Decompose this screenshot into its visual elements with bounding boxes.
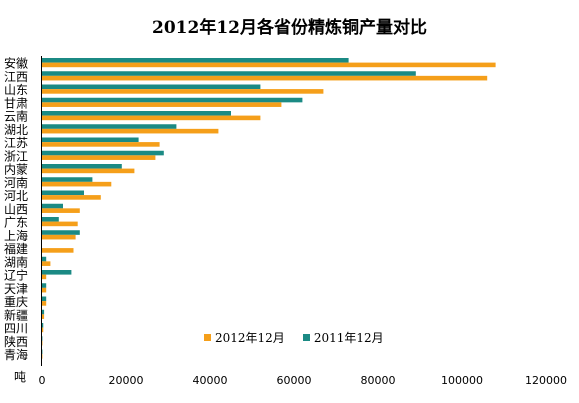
bar-湖北-2012 bbox=[42, 128, 219, 134]
bar-河南-2011 bbox=[42, 177, 93, 182]
category-label: 甘肃 bbox=[4, 96, 28, 110]
bar-天津-2011 bbox=[42, 283, 47, 288]
bar-江苏-2011 bbox=[42, 137, 139, 143]
bar-上海-2012 bbox=[42, 234, 76, 240]
bar-四川-2012 bbox=[42, 327, 44, 333]
bar-内蒙-2011 bbox=[42, 164, 122, 169]
bar-天津-2012 bbox=[42, 287, 47, 293]
x-axis-unit-label: 吨 bbox=[14, 370, 27, 384]
category-label: 陕西 bbox=[4, 334, 28, 349]
category-label: 浙江 bbox=[4, 149, 28, 163]
bar-辽宁-2011 bbox=[42, 270, 72, 275]
category-label: 广东 bbox=[4, 216, 28, 230]
legend-swatch-2012 bbox=[204, 334, 211, 341]
bar-江苏-2012 bbox=[42, 142, 160, 147]
legend-label-2012: 2012年12月 bbox=[215, 331, 285, 345]
category-label: 青海 bbox=[4, 347, 28, 362]
bar-新疆-2012 bbox=[42, 314, 45, 319]
category-label: 江西 bbox=[4, 70, 28, 84]
x-tick-label: 100000 bbox=[441, 374, 483, 387]
legend-label-2011: 2011年12月 bbox=[313, 331, 384, 345]
bar-云南-2011 bbox=[42, 111, 231, 116]
bar-上海-2011 bbox=[42, 230, 80, 235]
bar-重庆-2012 bbox=[42, 301, 47, 306]
bar-浙江-2011 bbox=[42, 150, 164, 156]
bar-湖北-2011 bbox=[42, 124, 177, 129]
category-label: 天津 bbox=[4, 282, 28, 296]
bar-江西-2012 bbox=[42, 75, 488, 81]
legend-swatch-2011 bbox=[302, 334, 310, 341]
x-tick-label: 80000 bbox=[361, 374, 396, 387]
bar-甘肃-2011 bbox=[42, 97, 303, 103]
x-tick-label: 60000 bbox=[277, 374, 312, 387]
bar-山西-2011 bbox=[42, 203, 63, 209]
category-label: 湖北 bbox=[4, 122, 28, 137]
bar-福建-2012 bbox=[42, 248, 74, 253]
x-tick-label: 20000 bbox=[109, 374, 144, 387]
bar-安徽-2011 bbox=[42, 58, 349, 63]
category-label: 新疆 bbox=[4, 307, 28, 322]
bar-四川-2011 bbox=[42, 323, 44, 328]
bar-山东-2011 bbox=[42, 84, 261, 90]
category-label: 四川 bbox=[4, 322, 28, 336]
bar-河南-2012 bbox=[42, 181, 112, 187]
bar-河北-2012 bbox=[42, 195, 101, 200]
bar-广东-2012 bbox=[42, 221, 78, 227]
category-label: 江苏 bbox=[4, 136, 28, 150]
x-tick-label: 0 bbox=[39, 374, 46, 387]
bar-新疆-2011 bbox=[42, 309, 45, 315]
bar-浙江-2012 bbox=[42, 155, 156, 160]
category-label: 河南 bbox=[4, 175, 28, 190]
category-label: 河北 bbox=[4, 189, 28, 203]
x-tick-label: 120000 bbox=[525, 374, 567, 387]
x-tick-label: 40000 bbox=[193, 374, 228, 387]
bar-湖南-2012 bbox=[42, 261, 51, 266]
bar-甘肃-2012 bbox=[42, 102, 282, 107]
legend-item-2012: 2012年12月 bbox=[204, 329, 285, 346]
legend-item-2011: 2011年12月 bbox=[302, 329, 384, 346]
category-label: 辽宁 bbox=[4, 268, 28, 283]
bar-河北-2011 bbox=[42, 190, 84, 196]
legend: 2012年12月 2011年12月 bbox=[204, 329, 396, 346]
bar-重庆-2011 bbox=[42, 296, 47, 302]
bar-广东-2011 bbox=[42, 217, 59, 222]
bar-江西-2011 bbox=[42, 71, 416, 76]
category-label: 湖南 bbox=[4, 254, 28, 269]
category-label: 上海 bbox=[4, 228, 28, 243]
bar-云南-2012 bbox=[42, 115, 261, 121]
bar-山西-2012 bbox=[42, 208, 80, 213]
bar-山东-2012 bbox=[42, 89, 324, 94]
category-label: 山西 bbox=[4, 202, 28, 216]
category-label: 安徽 bbox=[4, 56, 28, 71]
chart-title: 2012年12月各省份精炼铜产量对比 bbox=[152, 18, 427, 38]
category-label: 福建 bbox=[4, 241, 28, 256]
bar-湖南-2011 bbox=[42, 256, 47, 262]
category-label: 内蒙 bbox=[4, 163, 28, 177]
category-label: 云南 bbox=[4, 109, 28, 124]
category-label: 山东 bbox=[4, 83, 28, 97]
category-label: 重庆 bbox=[4, 295, 28, 309]
bar-安徽-2012 bbox=[42, 62, 496, 68]
bar-内蒙-2012 bbox=[42, 168, 135, 174]
bar-辽宁-2012 bbox=[42, 274, 47, 280]
